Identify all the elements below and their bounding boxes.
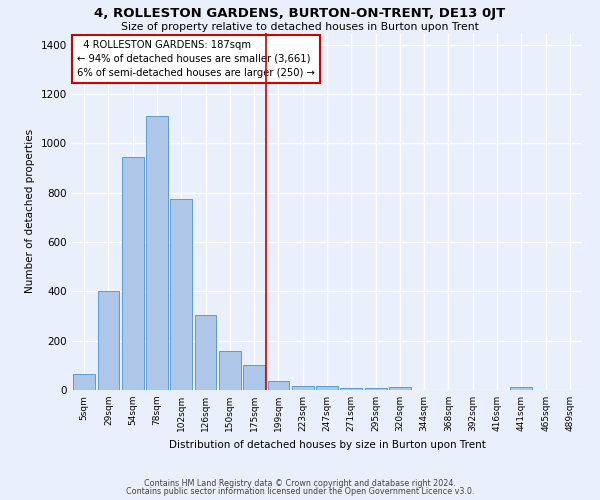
Text: 4, ROLLESTON GARDENS, BURTON-ON-TRENT, DE13 0JT: 4, ROLLESTON GARDENS, BURTON-ON-TRENT, D… [94, 8, 506, 20]
Text: Contains HM Land Registry data © Crown copyright and database right 2024.: Contains HM Land Registry data © Crown c… [144, 478, 456, 488]
Bar [146, 116, 168, 390]
X-axis label: Distribution of detached houses by size in Burton upon Trent: Distribution of detached houses by size … [169, 440, 485, 450]
Bar [268, 382, 289, 390]
Bar [219, 350, 241, 390]
Bar [316, 386, 338, 390]
Bar [389, 387, 411, 390]
Text: Contains public sector information licensed under the Open Government Licence v3: Contains public sector information licen… [126, 487, 474, 496]
Bar [194, 315, 217, 390]
Bar [97, 292, 119, 390]
Bar [292, 386, 314, 390]
Bar [365, 388, 386, 390]
Bar [511, 387, 532, 390]
Bar [243, 366, 265, 390]
Bar [122, 157, 143, 390]
Text: 4 ROLLESTON GARDENS: 187sqm  
← 94% of detached houses are smaller (3,661)
6% of: 4 ROLLESTON GARDENS: 187sqm ← 94% of det… [77, 40, 315, 78]
Y-axis label: Number of detached properties: Number of detached properties [25, 129, 35, 294]
Text: Size of property relative to detached houses in Burton upon Trent: Size of property relative to detached ho… [121, 22, 479, 32]
Bar [340, 388, 362, 390]
Bar [170, 199, 192, 390]
Bar [73, 374, 95, 390]
